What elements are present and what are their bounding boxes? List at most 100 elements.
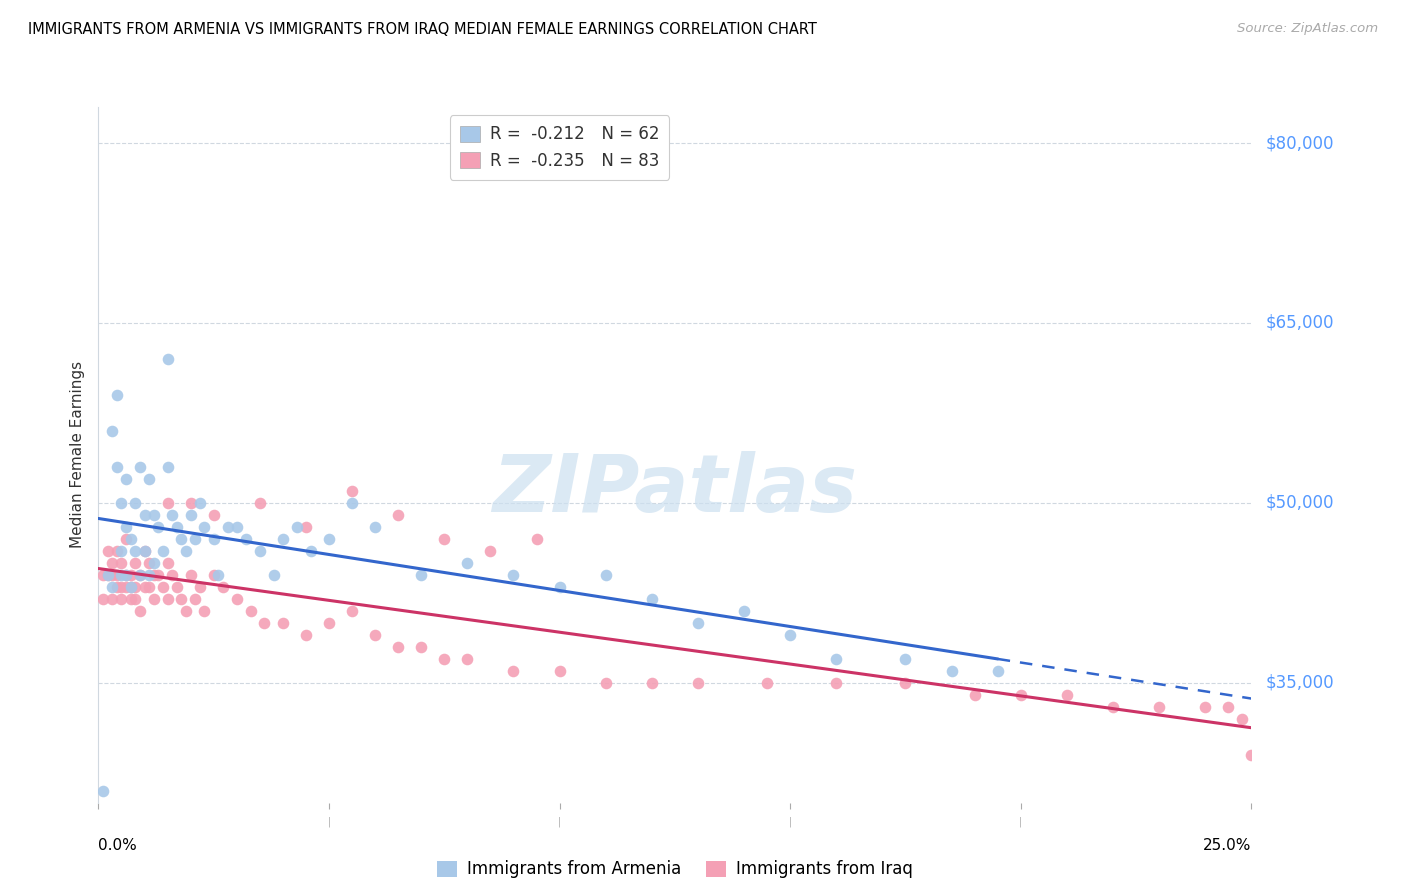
Point (825, 652, 848, 666)
Point (193, 604, 215, 618)
Point (387, 640, 409, 654)
Text: |: | (328, 817, 330, 827)
Legend: Immigrants from Armenia, Immigrants from Iraq: Immigrants from Armenia, Immigrants from… (430, 854, 920, 885)
Point (142, 591, 165, 606)
Point (641, 591, 664, 606)
Point (110, 496, 132, 510)
Point (202, 532, 225, 546)
Point (548, 580, 571, 594)
Text: IMMIGRANTS FROM ARMENIA VS IMMIGRANTS FROM IRAQ MEDIAN FEMALE EARNINGS CORRELATI: IMMIGRANTS FROM ARMENIA VS IMMIGRANTS FR… (28, 22, 817, 37)
Point (105, 388, 128, 402)
Point (97, 567, 120, 582)
Point (180, 496, 202, 510)
Point (1230, 712, 1253, 726)
Point (184, 591, 207, 606)
Point (148, 567, 170, 582)
Point (595, 676, 617, 690)
Point (174, 604, 197, 618)
Point (188, 580, 211, 594)
Point (987, 664, 1010, 678)
Text: $80,000: $80,000 (1265, 134, 1334, 152)
Point (97, 567, 120, 582)
Point (1102, 699, 1125, 714)
Text: |: | (1019, 817, 1022, 827)
Point (156, 556, 179, 570)
Point (411, 640, 433, 654)
Point (212, 580, 235, 594)
Point (124, 580, 146, 594)
Point (318, 615, 340, 630)
Point (433, 532, 456, 546)
Point (129, 567, 152, 582)
Point (202, 567, 225, 582)
Text: $65,000: $65,000 (1265, 314, 1334, 332)
Point (225, 591, 247, 606)
Point (641, 676, 664, 690)
Point (105, 459, 128, 474)
Point (115, 520, 138, 534)
Point (299, 544, 322, 558)
Point (756, 676, 779, 690)
Point (502, 664, 524, 678)
Text: ZIPatlas: ZIPatlas (492, 450, 858, 529)
Point (249, 496, 271, 510)
Point (271, 532, 294, 546)
Point (124, 591, 146, 606)
Point (120, 532, 142, 546)
Point (180, 567, 202, 582)
Point (174, 544, 197, 558)
Point (156, 591, 179, 606)
Point (91, 591, 114, 606)
Point (138, 580, 160, 594)
Point (779, 628, 801, 642)
Point (134, 544, 156, 558)
Point (456, 652, 478, 666)
Point (526, 532, 548, 546)
Point (110, 591, 132, 606)
Point (1240, 747, 1263, 762)
Point (115, 567, 138, 582)
Point (152, 580, 174, 594)
Point (1010, 688, 1032, 702)
Point (340, 604, 363, 618)
Point (170, 532, 193, 546)
Point (110, 567, 132, 582)
Point (91, 567, 114, 582)
Point (152, 544, 174, 558)
Text: $35,000: $35,000 (1265, 673, 1334, 692)
Y-axis label: Median Female Earnings: Median Female Earnings (70, 361, 86, 549)
Point (110, 544, 132, 558)
Text: 0.0%: 0.0% (98, 838, 138, 853)
Point (129, 567, 152, 582)
Point (239, 604, 262, 618)
Point (148, 520, 170, 534)
Point (97, 544, 120, 558)
Point (115, 580, 138, 594)
Point (387, 508, 409, 522)
Point (202, 508, 225, 522)
Point (101, 556, 124, 570)
Point (733, 604, 755, 618)
Point (364, 520, 387, 534)
Point (101, 567, 124, 582)
Point (120, 591, 142, 606)
Text: |: | (558, 817, 561, 827)
Point (411, 567, 433, 582)
Point (479, 544, 502, 558)
Text: $50,000: $50,000 (1265, 494, 1334, 512)
Point (364, 628, 387, 642)
Point (156, 351, 179, 366)
Point (271, 615, 294, 630)
Point (120, 567, 142, 582)
Point (263, 567, 285, 582)
Point (595, 567, 617, 582)
Point (340, 496, 363, 510)
Point (433, 652, 456, 666)
Point (138, 472, 160, 486)
Point (170, 591, 193, 606)
Point (105, 544, 128, 558)
Point (101, 580, 124, 594)
Point (142, 508, 165, 522)
Point (134, 508, 156, 522)
Point (101, 424, 124, 438)
